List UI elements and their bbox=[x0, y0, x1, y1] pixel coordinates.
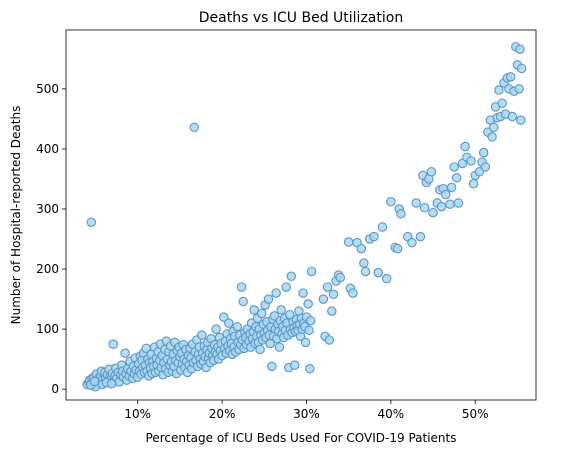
x-tick-label: 40% bbox=[378, 407, 405, 421]
data-point bbox=[407, 237, 417, 248]
data-point bbox=[120, 348, 130, 358]
data-point bbox=[377, 222, 388, 232]
data-point bbox=[335, 272, 345, 283]
data-point bbox=[303, 299, 313, 309]
data-point bbox=[359, 258, 369, 268]
data-point bbox=[108, 339, 119, 349]
data-point bbox=[489, 122, 499, 133]
data-point bbox=[514, 84, 524, 94]
x-tick-label: 10% bbox=[124, 407, 151, 421]
x-tick-label: 30% bbox=[293, 407, 320, 421]
y-tick-label: 300 bbox=[36, 202, 59, 216]
data-point bbox=[436, 201, 447, 212]
data-point bbox=[274, 342, 285, 352]
data-point bbox=[392, 243, 403, 254]
data-point bbox=[516, 115, 526, 125]
data-point bbox=[305, 315, 316, 326]
data-point bbox=[445, 199, 455, 209]
x-axis: 10% 20% 30% 40% 50% bbox=[124, 400, 489, 421]
data-point bbox=[386, 197, 396, 207]
data-point bbox=[478, 147, 489, 158]
data-point bbox=[440, 189, 451, 200]
y-tick-label: 100 bbox=[36, 322, 59, 336]
data-point bbox=[428, 207, 438, 218]
data-point bbox=[219, 312, 229, 322]
data-points bbox=[82, 42, 527, 392]
data-point bbox=[451, 173, 462, 183]
data-point bbox=[322, 282, 333, 292]
data-point bbox=[327, 306, 337, 316]
data-point bbox=[356, 243, 367, 254]
y-tick-label: 400 bbox=[36, 142, 59, 156]
data-point bbox=[328, 289, 339, 300]
x-tick-label: 20% bbox=[209, 407, 236, 421]
data-point bbox=[324, 335, 335, 345]
data-point bbox=[453, 198, 464, 208]
data-point bbox=[360, 266, 371, 277]
data-point bbox=[276, 305, 286, 315]
data-point bbox=[286, 271, 297, 282]
data-point bbox=[267, 361, 277, 372]
y-axis: 0 100 200 300 400 500 bbox=[36, 82, 66, 396]
data-point bbox=[255, 344, 265, 355]
data-point bbox=[348, 288, 358, 298]
data-point bbox=[373, 267, 383, 278]
x-tick-label: 50% bbox=[462, 407, 489, 421]
data-point bbox=[466, 156, 476, 166]
data-point bbox=[197, 330, 207, 340]
y-tick-label: 500 bbox=[36, 82, 59, 96]
data-point bbox=[306, 266, 317, 277]
data-point bbox=[396, 209, 406, 219]
data-point bbox=[298, 288, 308, 298]
data-point bbox=[257, 308, 267, 319]
y-tick-label: 0 bbox=[51, 382, 59, 396]
data-point bbox=[238, 296, 248, 307]
data-point bbox=[236, 282, 247, 292]
data-point bbox=[224, 318, 234, 328]
data-point bbox=[304, 325, 314, 336]
y-axis-label: Number of Hospital-reported Deaths bbox=[9, 106, 23, 325]
data-point bbox=[369, 231, 379, 242]
data-point bbox=[487, 132, 497, 142]
data-point bbox=[411, 198, 421, 208]
data-point bbox=[381, 273, 392, 284]
data-point bbox=[507, 111, 518, 122]
data-point bbox=[305, 364, 315, 374]
data-point bbox=[300, 337, 311, 348]
data-point bbox=[343, 237, 354, 247]
data-point bbox=[289, 360, 300, 370]
data-point bbox=[318, 294, 329, 304]
data-point bbox=[271, 288, 281, 298]
x-axis-label: Percentage of ICU Beds Used For COVID-19… bbox=[146, 431, 457, 445]
data-point bbox=[263, 294, 274, 304]
data-point bbox=[505, 72, 516, 82]
data-point bbox=[449, 162, 459, 172]
data-point bbox=[419, 203, 430, 213]
data-point bbox=[211, 324, 221, 334]
data-point bbox=[468, 179, 479, 189]
data-point bbox=[86, 217, 97, 227]
data-point bbox=[460, 141, 470, 152]
chart-title: Deaths vs ICU Bed Utilization bbox=[199, 10, 403, 26]
data-point bbox=[106, 379, 117, 389]
y-tick-label: 200 bbox=[36, 262, 59, 276]
data-point bbox=[426, 167, 437, 177]
data-point bbox=[415, 231, 426, 242]
data-point bbox=[446, 182, 457, 193]
data-point bbox=[494, 85, 504, 95]
data-point bbox=[249, 305, 259, 315]
data-point bbox=[232, 321, 243, 332]
plot-frame bbox=[65, 29, 537, 401]
data-point bbox=[189, 122, 200, 133]
data-point bbox=[497, 98, 507, 109]
data-point bbox=[515, 44, 525, 54]
data-point bbox=[281, 282, 291, 292]
data-point bbox=[516, 63, 527, 74]
data-point bbox=[480, 162, 491, 172]
